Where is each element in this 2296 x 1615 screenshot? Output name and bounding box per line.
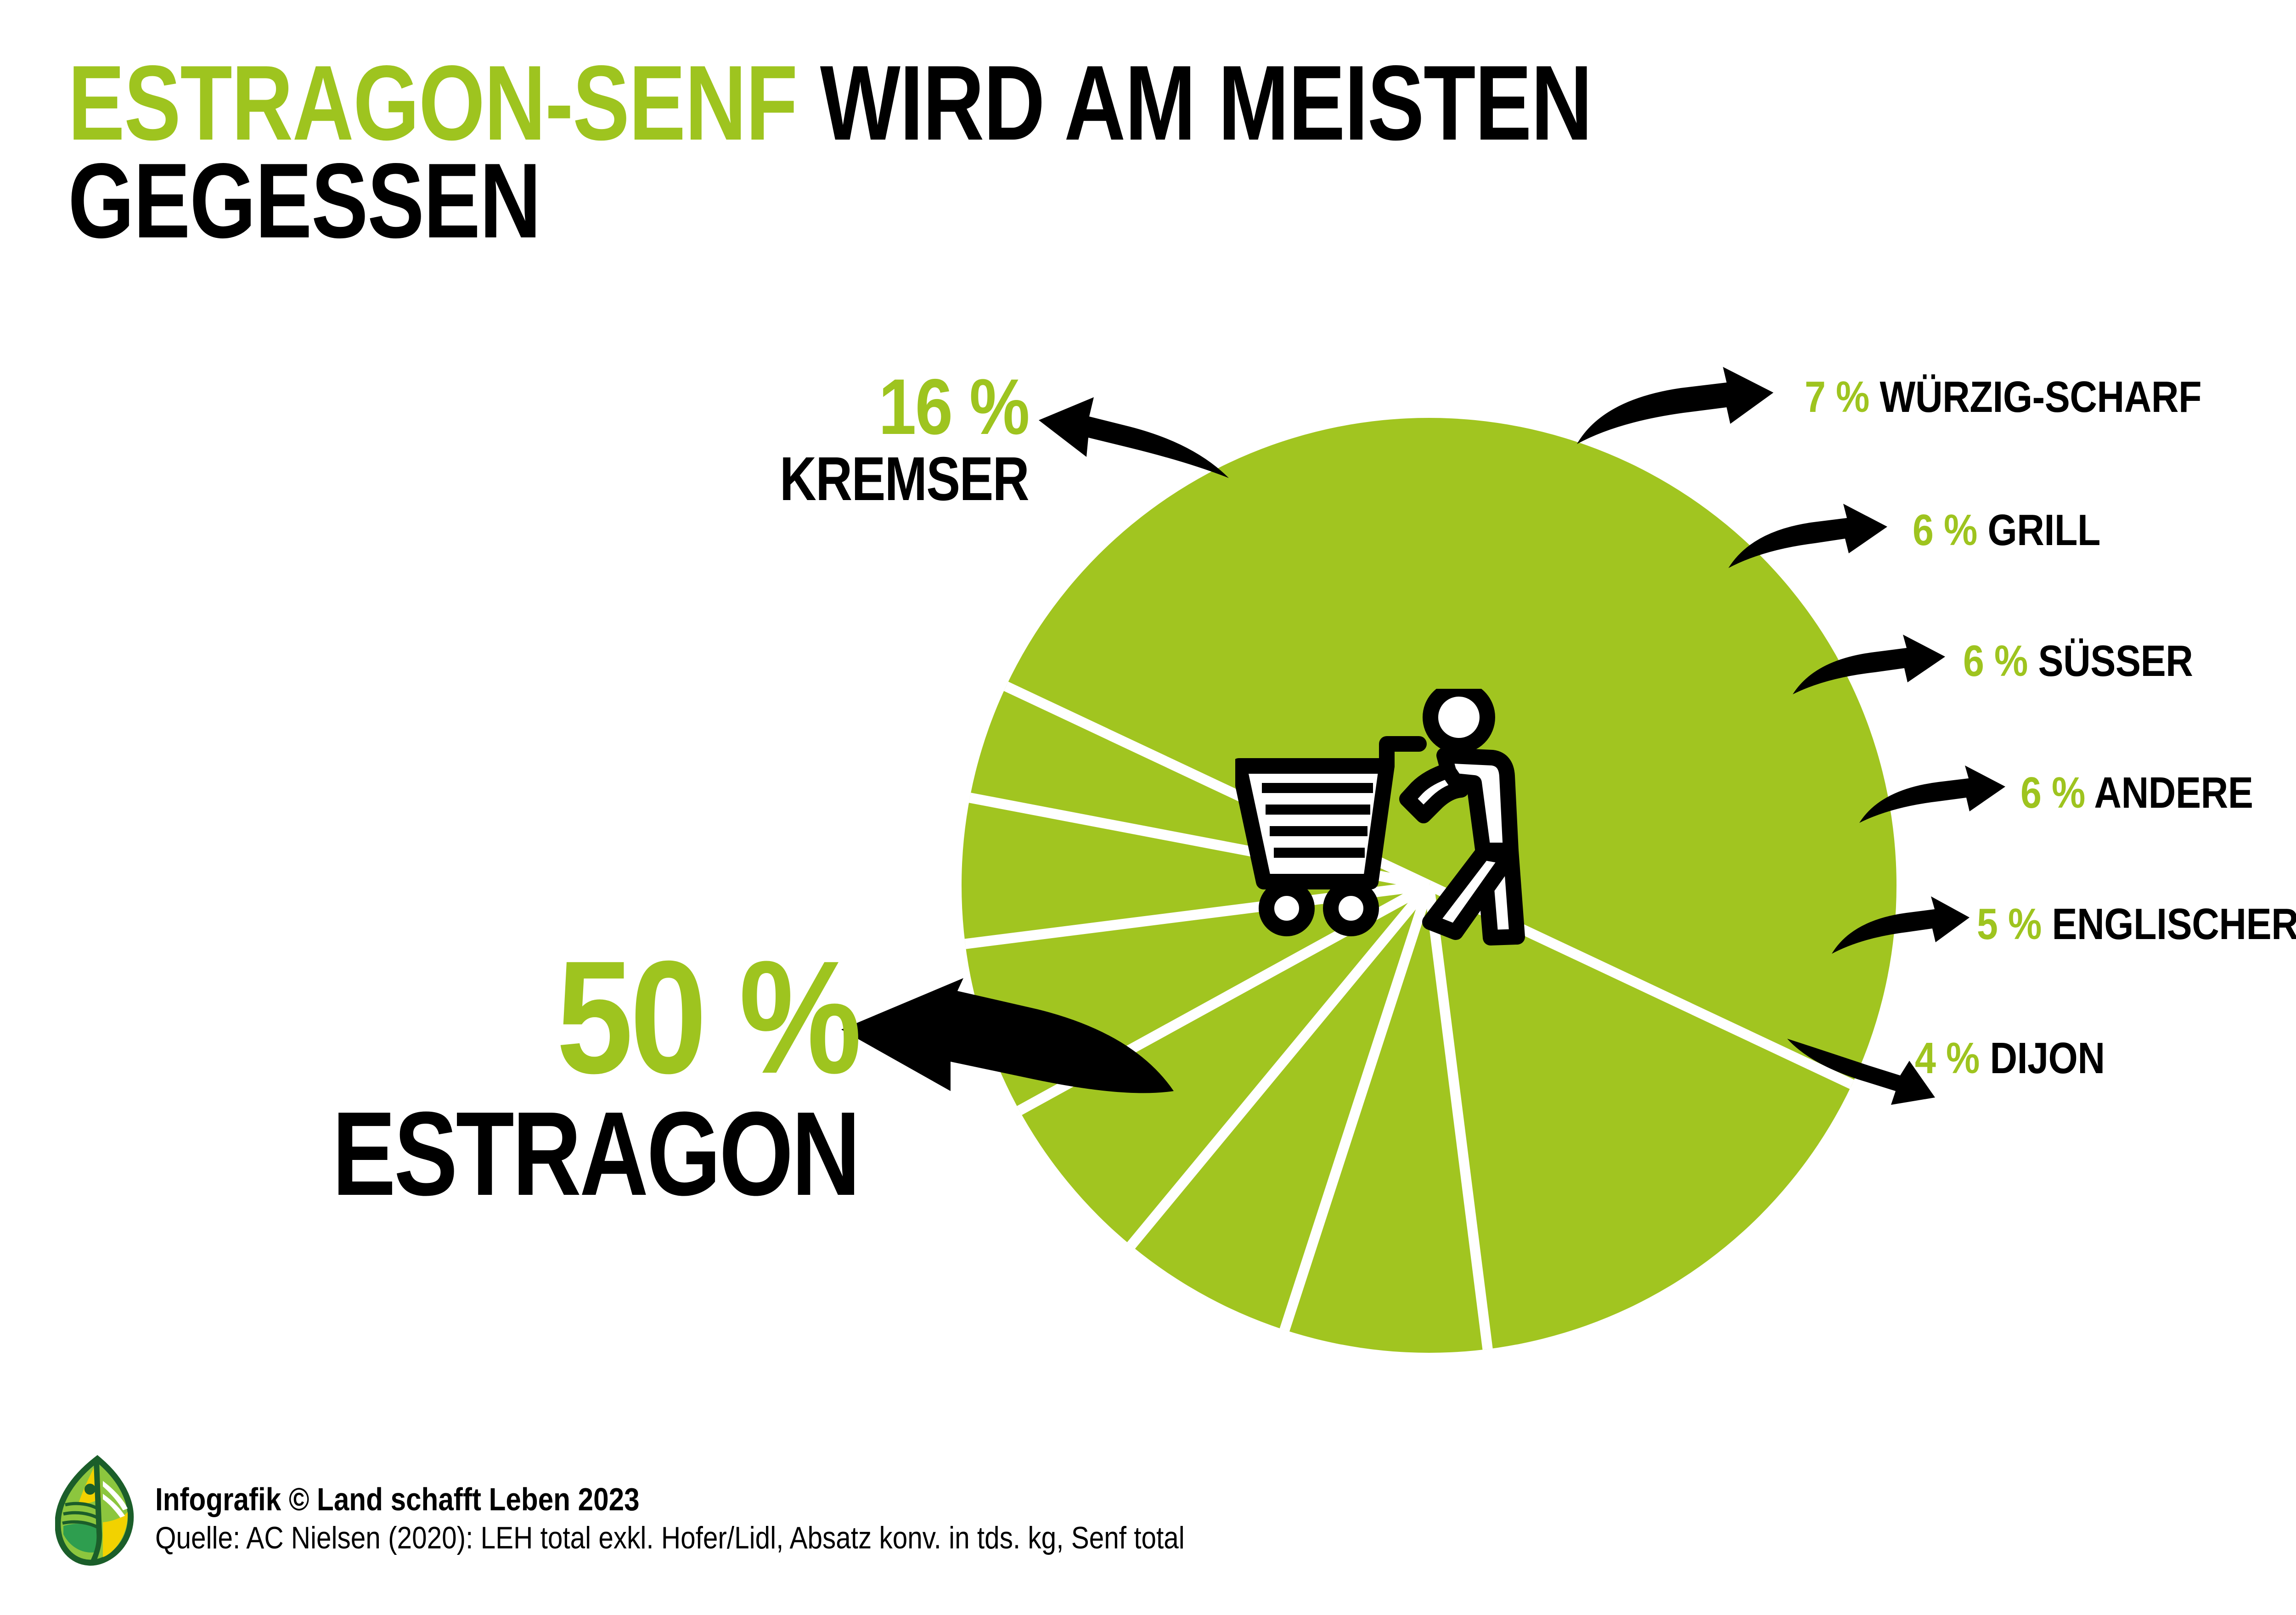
label-name-englischer: ENGLISCHER: [2052, 900, 2296, 949]
label-pct-suesser: 6 %: [1963, 636, 2028, 686]
callout-arrow-englischer: [1830, 895, 1972, 955]
cart-line-1: [1262, 783, 1373, 793]
leaf-logo-icon: [55, 1453, 138, 1568]
label-kremser: 16 % KREMSER: [716, 363, 1030, 513]
cart-wheel-left: [1259, 880, 1315, 936]
shopper-svg: [1235, 689, 1525, 945]
cart-wheel-right: [1323, 880, 1379, 936]
callout-arrow-suesser: [1791, 634, 1949, 696]
label-wuerzig-scharf: 7 % WÜRZIG-SCHARF: [1805, 372, 2202, 422]
callout-arrow-estragon: [840, 978, 1176, 1093]
arrow-svg: [1728, 504, 1887, 568]
page-title: ESTRAGON-SENF WIRD AM MEISTEN GEGESSEN: [68, 50, 2296, 261]
callout-arrow-kremser: [1038, 393, 1231, 480]
label-name-suesser: SÜSSER: [2038, 636, 2193, 686]
person-leg-front: [1422, 844, 1517, 940]
label-name-wuerzig-scharf: WÜRZIG-SCHARF: [1880, 372, 2202, 422]
cart-line-3: [1270, 826, 1367, 836]
cart-line-2: [1266, 805, 1370, 815]
label-pct-andere: 6 %: [2020, 768, 2085, 817]
arrow-svg: [1577, 367, 1773, 444]
label-grill: 6 % GRILL: [1913, 505, 2100, 556]
title-rest: WIRD AM MEISTEN: [820, 44, 1593, 163]
arrow-svg: [1787, 1039, 1935, 1105]
callout-arrow-andere: [1857, 765, 2009, 824]
cart-line-4: [1274, 848, 1365, 858]
label-name-andere: ANDERE: [2094, 768, 2253, 817]
title-highlight: ESTRAGON-SENF: [68, 44, 798, 163]
footer-text: Infografik © Land schafft Leben 2023 Que…: [155, 1453, 1352, 1557]
footer: Infografik © Land schafft Leben 2023 Que…: [55, 1453, 1352, 1568]
label-name-dijon: DIJON: [1990, 1034, 2105, 1083]
person-head: [1423, 689, 1495, 754]
cart-grid-lines: [1262, 783, 1373, 858]
label-pct-englischer: 5 %: [1977, 900, 2042, 949]
callout-arrow-grill: [1727, 503, 1892, 569]
arrow-svg: [1793, 635, 1945, 694]
label-pct-kremser: 16 %: [878, 363, 1030, 451]
label-name-grill: GRILL: [1987, 506, 2100, 555]
pie-divider-grill: [1279, 883, 1434, 1332]
label-andere: 6 % ANDERE: [2020, 768, 2253, 818]
footer-source: Quelle: AC Nielsen (2020): LEH total exk…: [155, 1520, 1185, 1556]
label-suesser: 6 % SÜSSER: [1963, 636, 2193, 687]
title-line-2: GEGESSEN: [68, 141, 541, 261]
label-name-estragon: ESTRAGON: [332, 1087, 861, 1221]
footer-credit: Infografik © Land schafft Leben 2023: [155, 1481, 640, 1517]
callout-arrow-dijon: [1785, 1037, 1937, 1115]
pie-divider-s-sser: [1127, 882, 1433, 1249]
arrow-svg: [841, 978, 1174, 1093]
arrow-svg: [1039, 397, 1229, 478]
callout-arrow-wuerzig-scharf: [1575, 365, 1791, 445]
arrow-svg: [1832, 896, 1970, 954]
label-pct-estragon: 50 %: [556, 928, 861, 1107]
label-englischer: 5 % ENGLISCHER: [1977, 899, 2296, 950]
label-pct-grill: 6 %: [1913, 506, 1977, 555]
pie-chart-svg: [962, 418, 1896, 1353]
title-line-1: ESTRAGON-SENF WIRD AM MEISTEN: [68, 50, 1978, 157]
pie-divider-w-rzig-scharf: [1424, 884, 1493, 1350]
pie-chart: [962, 418, 1896, 1353]
arrow-svg: [1859, 765, 2005, 823]
leaf-logo-svg: [55, 1455, 134, 1566]
person-arm: [1399, 763, 1469, 823]
shopping-cart-person-icon: [1235, 689, 1603, 1061]
label-dijon: 4 % DIJON: [1915, 1033, 2105, 1084]
label-pct-dijon: 4 %: [1915, 1034, 1980, 1083]
pie-slices: [962, 418, 1896, 1353]
label-estragon: 50 % ESTRAGON: [46, 928, 862, 1221]
cart-handle: [1379, 736, 1427, 774]
label-pct-wuerzig-scharf: 7 %: [1805, 372, 1869, 422]
label-name-kremser: KREMSER: [779, 444, 1030, 513]
